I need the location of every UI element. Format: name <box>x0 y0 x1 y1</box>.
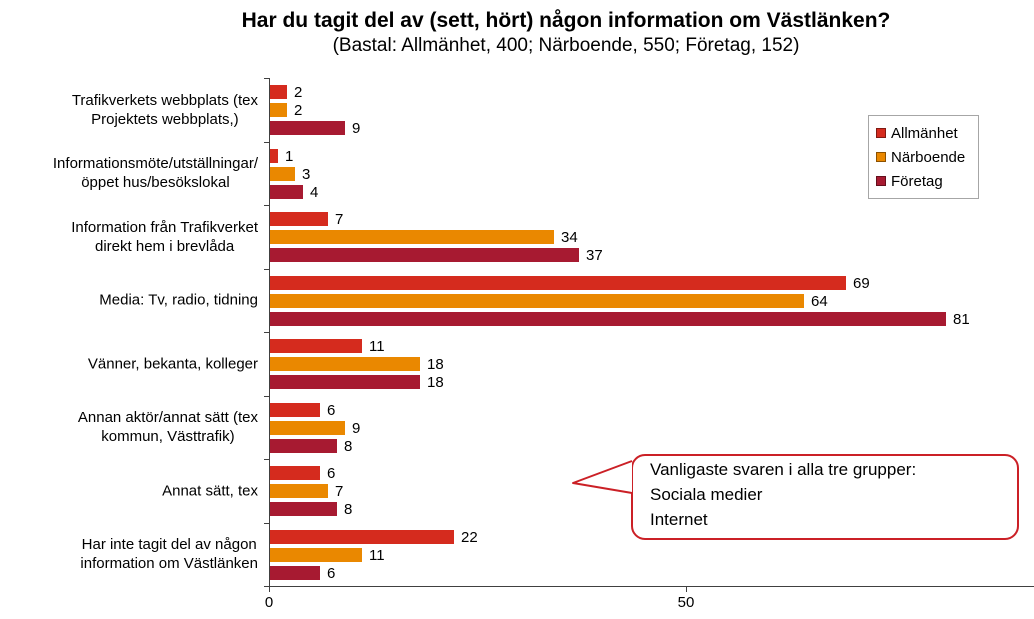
bar-närboende <box>270 357 420 371</box>
value-label: 11 <box>369 547 385 564</box>
x-axis-tick <box>686 587 687 592</box>
value-label: 9 <box>352 420 361 437</box>
value-label: 2 <box>294 102 303 119</box>
value-label: 2 <box>294 84 303 101</box>
bar-allmänhet <box>270 276 846 290</box>
value-label: 7 <box>335 483 344 500</box>
y-axis-tick <box>264 205 269 206</box>
bar-företag <box>270 185 303 199</box>
bar-närboende <box>270 484 328 498</box>
category-label: Har inte tagit del av någon information o… <box>80 536 258 573</box>
category-label: Annan aktör/annat sätt (tex kommun, Västt… <box>77 409 258 446</box>
x-axis-line <box>269 586 1034 587</box>
bar-närboende <box>270 230 554 244</box>
bar-allmänhet <box>270 149 278 163</box>
callout-line-2: Sociala medier <box>650 485 763 504</box>
callout-line-3: Internet <box>650 510 708 529</box>
value-label: 3 <box>302 166 311 183</box>
bar-företag <box>270 248 579 262</box>
y-axis-tick <box>264 332 269 333</box>
bar-allmänhet <box>270 85 287 99</box>
bar-närboende <box>270 103 287 117</box>
value-label: 7 <box>335 211 344 228</box>
legend-label-allmanhet: Allmänhet <box>891 124 958 142</box>
chart-subtitle: (Bastal: Allmänhet, 400; Närboende, 550;… <box>332 35 800 56</box>
value-label: 9 <box>352 120 361 137</box>
callout: Vanligaste svaren i alla tre grupper: So… <box>563 446 1034 546</box>
bar-företag <box>270 312 946 326</box>
x-axis-tick <box>269 587 270 592</box>
bar-allmänhet <box>270 466 320 480</box>
value-label: 34 <box>561 229 578 246</box>
legend-marker-allmanhet-icon <box>876 128 886 138</box>
legend-marker-foretag-icon <box>876 176 886 186</box>
bar-närboende <box>270 294 804 308</box>
legend: Allmänhet Närboende Företag <box>868 115 979 199</box>
bar-allmänhet <box>270 212 328 226</box>
bar-företag <box>270 375 420 389</box>
legend-item-narboende: Närboende <box>876 145 978 169</box>
bar-företag <box>270 121 345 135</box>
value-label: 37 <box>586 247 603 264</box>
x-axis-tick-label: 50 <box>677 594 695 611</box>
category-label: Vänner, bekanta, kolleger <box>87 355 258 373</box>
callout-bubble-shape <box>572 454 1019 540</box>
y-axis-line <box>269 78 270 587</box>
bar-allmänhet <box>270 530 454 544</box>
value-label: 6 <box>327 402 336 419</box>
value-label: 69 <box>853 275 870 292</box>
category-label: Media: Tv, radio, tidning <box>99 291 258 309</box>
legend-label-foretag: Företag <box>891 172 943 190</box>
bar-närboende <box>270 421 345 435</box>
y-axis-tick <box>264 142 269 143</box>
value-label: 18 <box>427 374 444 391</box>
category-label: Trafikverkets webbplats (tex Projektets w… <box>71 91 258 128</box>
y-axis-tick <box>264 586 269 587</box>
value-label: 18 <box>427 356 444 373</box>
bar-allmänhet <box>270 339 362 353</box>
chart-header: Har du tagit del av (sett, hört) någon i… <box>98 0 1034 57</box>
value-label: 1 <box>285 148 294 165</box>
x-axis-tick-label: 0 <box>264 594 274 611</box>
value-label: 64 <box>811 293 828 310</box>
category-label: Annat sätt, tex <box>162 482 258 500</box>
callout-line-1: Vanligaste svaren i alla tre grupper: <box>650 460 917 479</box>
legend-item-allmanhet: Allmänhet <box>876 121 978 145</box>
bar-företag <box>270 566 320 580</box>
bar-närboende <box>270 548 362 562</box>
value-label: 6 <box>327 565 336 582</box>
category-label: Information från Trafikverket direkt hem … <box>71 218 258 255</box>
y-axis-tick <box>264 269 269 270</box>
bar-företag <box>270 502 337 516</box>
value-label: 4 <box>310 184 319 201</box>
y-axis-tick <box>264 78 269 79</box>
legend-label-narboende: Närboende <box>891 148 966 166</box>
bar-företag <box>270 439 337 453</box>
value-label: 8 <box>344 501 353 518</box>
value-label: 22 <box>461 529 478 546</box>
value-label: 11 <box>369 338 385 355</box>
y-axis-tick <box>264 396 269 397</box>
value-label: 8 <box>344 438 353 455</box>
legend-marker-narboende-icon <box>876 152 886 162</box>
y-axis-tick <box>264 523 269 524</box>
value-label: 81 <box>953 311 970 328</box>
bar-allmänhet <box>270 403 320 417</box>
legend-item-foretag: Företag <box>876 169 978 193</box>
value-label: 6 <box>327 465 336 482</box>
y-axis-tick <box>264 459 269 460</box>
chart-title: Har du tagit del av (sett, hört) någon i… <box>241 9 891 32</box>
bar-närboende <box>270 167 295 181</box>
category-label: Informationsmöte/utställningar/öppet hus… <box>52 155 258 192</box>
callout-text: Vanligaste svaren i alla tre grupper: So… <box>650 457 916 532</box>
